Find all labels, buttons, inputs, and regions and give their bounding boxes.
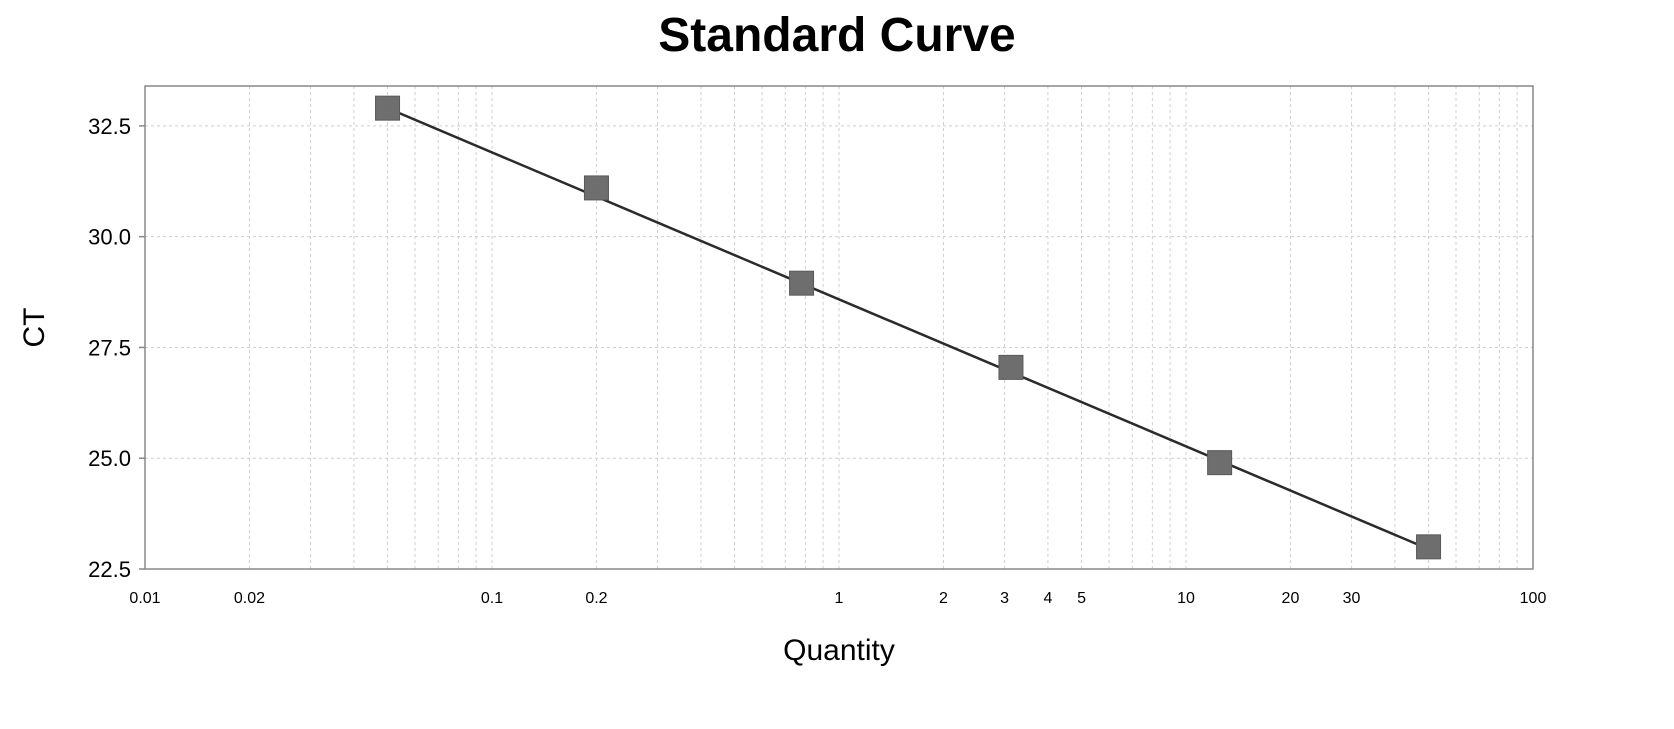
data-point [789, 270, 815, 296]
fit-line [387, 107, 1430, 551]
data-point [998, 354, 1024, 380]
x-tick-layer: 0.01 0.02 0.1 0.2 1 2 3 4 5 10 20 30 100 [129, 590, 1546, 607]
x-tick-label: 0.1 [481, 590, 503, 607]
x-tick-label: 1 [835, 590, 844, 607]
data-point [1416, 534, 1442, 560]
x-tick-label: 3 [1000, 590, 1009, 607]
y-tick-label: 30.0 [88, 225, 131, 250]
data-point [1207, 450, 1233, 476]
grid-layer [144, 86, 1533, 570]
plot-frame [144, 85, 1534, 570]
data-point [583, 175, 609, 201]
y-tick-label: 25.0 [88, 446, 131, 471]
x-tick-label: 0.02 [234, 590, 265, 607]
x-tick-label: 30 [1343, 590, 1361, 607]
x-tick-label: 4 [1043, 590, 1052, 607]
y-axis-title: CT [18, 308, 51, 348]
data-point [375, 95, 401, 121]
x-tick-label: 5 [1077, 590, 1086, 607]
x-tick-label: 0.01 [129, 590, 160, 607]
x-tick-label: 10 [1177, 590, 1195, 607]
x-tick-label: 0.2 [585, 590, 607, 607]
y-tick-label: 27.5 [88, 335, 131, 360]
y-tick-label: 32.5 [88, 114, 131, 139]
x-tick-label: 2 [939, 590, 948, 607]
fit-line-layer [387, 107, 1430, 551]
y-tick-label: 22.5 [88, 557, 131, 582]
x-axis-title: Quantity [783, 634, 895, 667]
chart-title: Standard Curve [658, 9, 1016, 62]
x-tick-label: 20 [1282, 590, 1300, 607]
point-layer [375, 95, 1442, 560]
y-tick-layer: 22.5 25.0 27.5 30.0 32.5 [88, 114, 145, 582]
x-tick-label: 100 [1520, 590, 1547, 607]
